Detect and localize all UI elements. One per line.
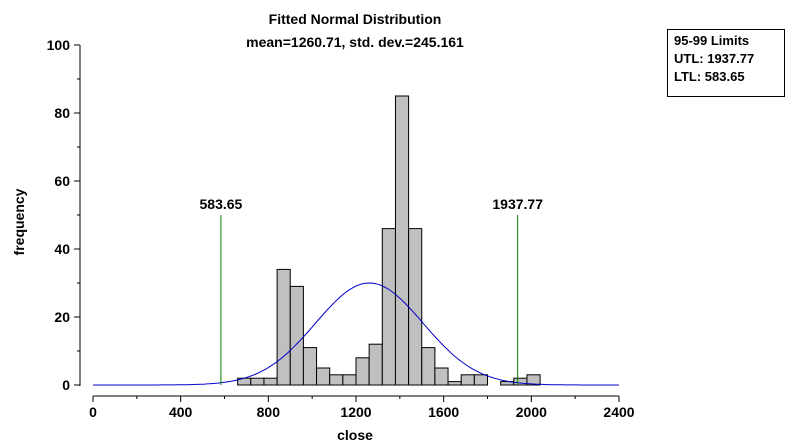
limits-legend: 95-99 Limits UTL: 1937.77 LTL: 583.65 — [667, 29, 785, 97]
legend-ltl: LTL: 583.65 — [674, 69, 745, 84]
x-tick-label: 0 — [89, 404, 97, 420]
histogram-bar — [316, 367, 331, 386]
legend-title: 95-99 Limits — [674, 33, 750, 48]
x-tick-label: 1600 — [428, 404, 459, 420]
histogram-bar — [408, 228, 423, 386]
histogram-bar — [250, 377, 265, 386]
histogram-bar — [329, 374, 344, 386]
histogram-bar — [368, 343, 383, 386]
x-tick-label: 400 — [169, 404, 193, 420]
histogram-bar — [434, 367, 449, 386]
histogram-bar — [447, 381, 462, 386]
x-tick-label: 2000 — [516, 404, 547, 420]
x-tick-label: 2400 — [603, 404, 634, 420]
y-tick-label: 0 — [62, 377, 70, 393]
histogram-bar — [394, 95, 410, 386]
histogram-bar — [381, 228, 396, 386]
histogram-bar — [526, 374, 541, 386]
x-tick-label: 1200 — [340, 404, 371, 420]
histogram-bar — [513, 377, 528, 386]
legend-utl: UTL: 1937.77 — [674, 51, 755, 66]
histogram-bar — [289, 285, 304, 386]
y-tick-label: 100 — [47, 37, 71, 53]
histogram-bar — [460, 374, 475, 386]
y-tick-label: 80 — [54, 105, 70, 121]
y-tick-label: 40 — [54, 241, 70, 257]
chart-subtitle: mean=1260.71, std. dev.=245.161 — [246, 34, 464, 50]
histogram-bar — [473, 374, 489, 386]
chart-title: Fitted Normal Distribution — [269, 11, 442, 27]
y-axis-label: frequency — [11, 188, 27, 255]
histogram-bar — [355, 357, 370, 386]
x-tick-label: 800 — [257, 404, 281, 420]
histogram-bar — [342, 374, 357, 386]
histogram-bar — [276, 268, 291, 386]
histogram-bar — [421, 347, 436, 386]
limit-label: 583.65 — [200, 196, 243, 212]
histogram-bar — [302, 347, 318, 386]
y-tick-label: 60 — [54, 173, 70, 189]
x-axis-label: close — [337, 427, 373, 443]
y-tick-label: 20 — [54, 309, 70, 325]
limit-label: 1937.77 — [492, 196, 543, 212]
fitted-normal-curve — [93, 282, 619, 386]
histogram-bar — [263, 377, 278, 386]
